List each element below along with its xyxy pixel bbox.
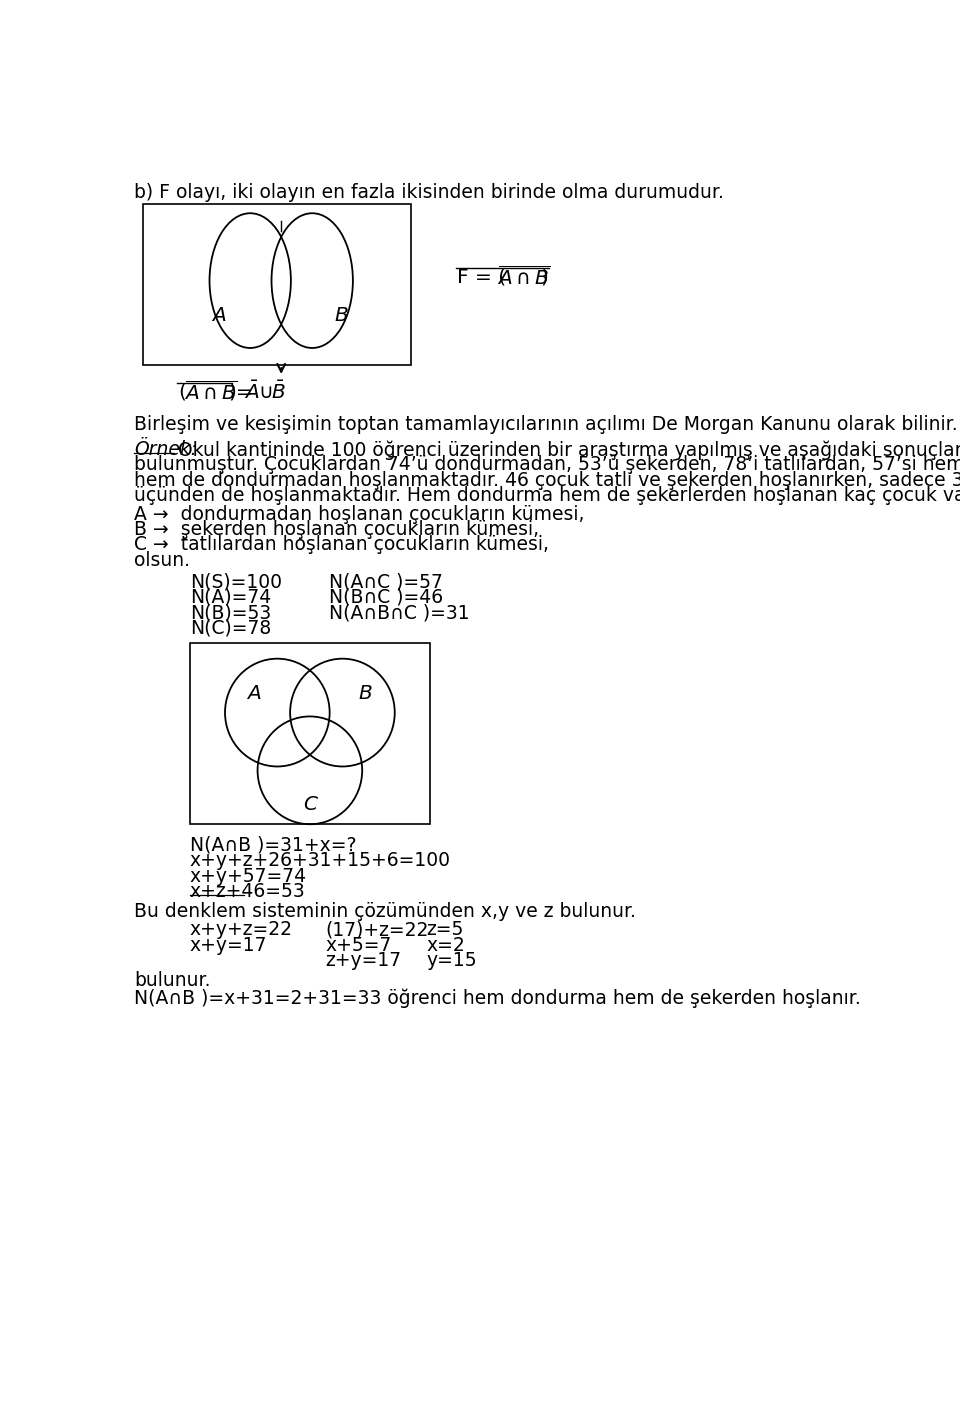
Text: x+5=7: x+5=7 [325, 936, 392, 955]
Text: )=: )= [228, 383, 253, 401]
Text: (17)+z=22: (17)+z=22 [325, 921, 429, 939]
Text: bulunmuştur. Çocuklardan 74’ü dondurmadan, 53’ü şekerden, 78’i tatlılardan, 57’s: bulunmuştur. Çocuklardan 74’ü dondurmada… [134, 455, 960, 474]
Text: N(A∩B∩C )=31: N(A∩B∩C )=31 [329, 603, 469, 622]
Text: hem de dondurmadan hoşlanmaktadır. 46 çocuk tatlı ve şekerden hoşlanırken, sadec: hem de dondurmadan hoşlanmaktadır. 46 ço… [134, 470, 960, 490]
Text: x=2: x=2 [426, 936, 465, 955]
Text: A: A [212, 306, 226, 325]
Text: z=5: z=5 [426, 921, 464, 939]
Text: (: ( [179, 383, 186, 401]
Text: bulunur.: bulunur. [134, 972, 210, 990]
Text: x+z+46=53: x+z+46=53 [190, 881, 305, 901]
Text: Okul kantininde 100 öğrenci üzerinden bir araştırma yapılmış ve aşağıdaki sonuçl: Okul kantininde 100 öğrenci üzerinden bi… [179, 441, 960, 459]
Text: x+y+57=74: x+y+57=74 [190, 866, 307, 886]
Text: N(A∩B )=x+31=2+31=33 öğrenci hem dondurma hem de şekerden hoşlanır.: N(A∩B )=x+31=2+31=33 öğrenci hem dondurm… [134, 988, 861, 1008]
Text: x+y+z+26+31+15+6=100: x+y+z+26+31+15+6=100 [190, 852, 451, 870]
Text: $\bar{A}$: $\bar{A}$ [244, 382, 259, 403]
Text: C: C [302, 796, 317, 814]
Text: olsun.: olsun. [134, 551, 190, 570]
Text: $\overline{A \cap B}$: $\overline{A \cap B}$ [497, 265, 551, 289]
Text: Örnek:: Örnek: [134, 441, 197, 459]
Text: A →  dondurmadan hoşlanan çocukların kümesi,: A → dondurmadan hoşlanan çocukların küme… [134, 504, 585, 524]
Text: N(A∩C )=57: N(A∩C )=57 [329, 573, 444, 591]
Text: N(A∩B )=31+x=?: N(A∩B )=31+x=? [190, 836, 356, 855]
Text: ): ) [540, 268, 548, 286]
Text: $\bar{B}$: $\bar{B}$ [271, 382, 286, 403]
Text: N(B∩C )=46: N(B∩C )=46 [329, 589, 444, 607]
Text: b) F olayı, iki olayın en fazla ikisinden birinde olma durumudur.: b) F olayı, iki olayın en fazla ikisinde… [134, 183, 724, 201]
Text: y=15: y=15 [426, 952, 477, 970]
Text: B: B [359, 684, 372, 703]
Text: N(A)=74: N(A)=74 [190, 589, 271, 607]
Bar [190, 643, 430, 824]
Text: $\cup$: $\cup$ [258, 383, 272, 401]
Text: üçünden de hoşlanmaktadır. Hem dondurma hem de şekerlerden hoşlanan kaç çocuk va: üçünden de hoşlanmaktadır. Hem dondurma … [134, 486, 960, 505]
Text: B: B [334, 306, 348, 325]
Text: Birleşim ve kesişimin toptan tamamlayıcılarının açılımı De Morgan Kanunu olarak : Birleşim ve kesişimin toptan tamamlayıcı… [134, 415, 957, 434]
Text: C →  tatlılardan hoşlanan çocukların kümesi,: C → tatlılardan hoşlanan çocukların küme… [134, 535, 549, 555]
Text: N(C)=78: N(C)=78 [190, 618, 271, 638]
Text: N(B)=53: N(B)=53 [190, 603, 271, 622]
Text: x+y=17: x+y=17 [190, 936, 267, 955]
Text: F = (: F = ( [457, 268, 506, 286]
Text: B →  şekerden hoşlanan çocukların kümesi,: B → şekerden hoşlanan çocukların kümesi, [134, 520, 540, 539]
Text: x+y+z=22: x+y+z=22 [190, 921, 293, 939]
Text: A: A [248, 684, 261, 703]
Text: N(S)=100: N(S)=100 [190, 573, 281, 591]
Bar [143, 204, 411, 365]
Text: $\overline{A \cap B}$: $\overline{A \cap B}$ [184, 380, 237, 404]
Text: Bu denklem sisteminin çözümünden x,y ve z bulunur.: Bu denklem sisteminin çözümünden x,y ve … [134, 903, 636, 921]
Text: z+y=17: z+y=17 [325, 952, 401, 970]
